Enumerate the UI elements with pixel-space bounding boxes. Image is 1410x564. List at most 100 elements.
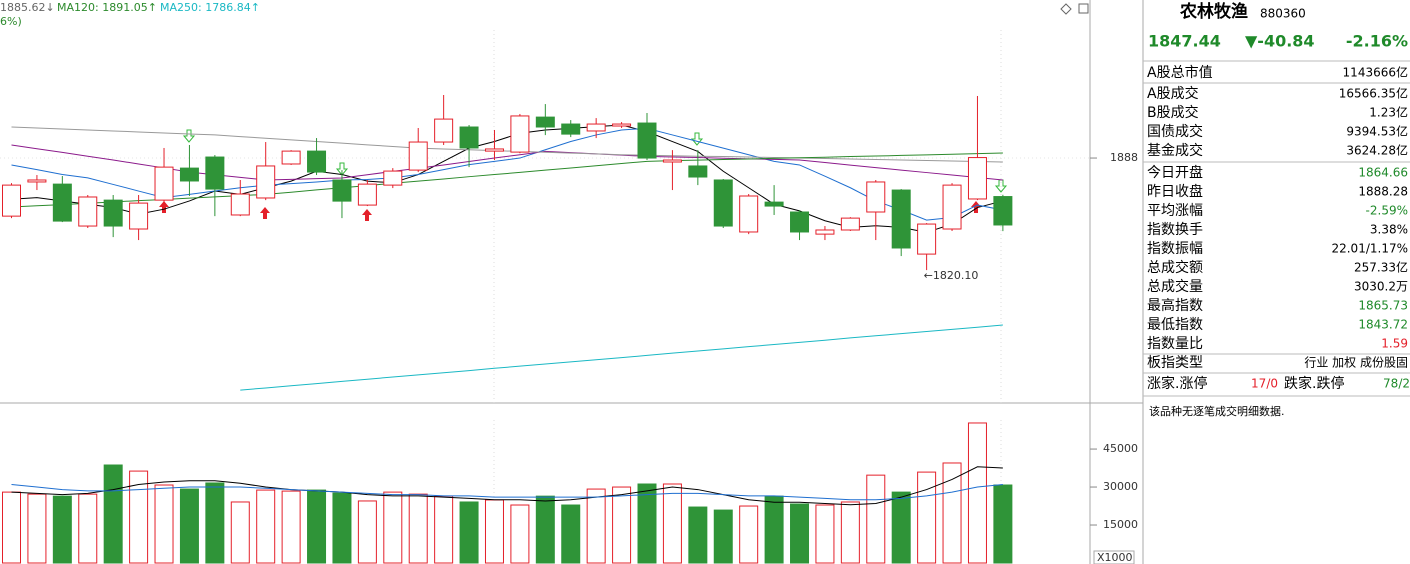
volume-bar	[230, 501, 250, 564]
volume-bar	[484, 499, 504, 564]
row-label: A股成交	[1147, 85, 1199, 102]
breadth-label: 涨家.涨停	[1147, 375, 1207, 392]
square-button[interactable]	[1078, 3, 1089, 14]
candle-body	[408, 141, 428, 171]
candle-body	[510, 115, 530, 153]
candle-body	[281, 150, 301, 165]
volume-bar	[205, 482, 225, 564]
low-annotation: ←1820.10	[924, 269, 979, 282]
volume-bar	[332, 492, 352, 564]
candle-body	[891, 189, 911, 249]
row-label: 指数换手	[1147, 221, 1203, 238]
candle-body	[357, 183, 377, 206]
row-label: 总成交额	[1147, 259, 1203, 276]
row-value: 1143666亿	[1343, 65, 1408, 80]
row-value: 3030.2万	[1354, 280, 1408, 294]
row-value: 1.23亿	[1369, 105, 1408, 120]
row-value: 257.33亿	[1354, 260, 1408, 275]
candle-body	[713, 179, 733, 227]
candle-body	[688, 165, 708, 178]
candle-body	[383, 170, 403, 186]
breadth-label: 跌家.跌停	[1284, 375, 1344, 392]
candle-body	[967, 157, 987, 200]
candle-body	[612, 123, 632, 127]
unit-label: X1000	[1097, 551, 1133, 564]
candle-body	[332, 179, 352, 202]
volume-bar	[764, 495, 784, 564]
row-label: 最低指数	[1147, 317, 1203, 333]
ma-line	[11, 144, 1003, 181]
row-label: A股总市值	[1147, 64, 1213, 81]
row-label: B股成交	[1147, 104, 1199, 121]
diamond-button[interactable]	[1060, 3, 1072, 15]
candle-body	[561, 123, 581, 135]
candle-body	[179, 167, 199, 182]
candle-body	[2, 184, 21, 217]
volume-bar	[662, 483, 682, 564]
volume-bar	[281, 490, 301, 564]
row-label: 指数振幅	[1147, 241, 1203, 257]
candle-body	[739, 195, 759, 233]
row-value: 1864.66	[1358, 166, 1408, 180]
candle-body	[815, 229, 835, 235]
volume-bar	[891, 491, 911, 564]
candle-body	[764, 201, 784, 207]
volume-bar	[535, 495, 555, 564]
change: ▼-40.84	[1245, 32, 1315, 51]
ma-line	[11, 127, 1003, 221]
candle-body	[78, 196, 98, 227]
row-label: 板指类型	[1147, 355, 1203, 371]
row-value: 9394.53亿	[1346, 124, 1408, 139]
volume-bar	[2, 491, 21, 564]
candle-body	[942, 184, 962, 230]
volume-bar	[815, 504, 835, 564]
ma-line	[240, 324, 1003, 391]
candle-body	[27, 179, 47, 183]
index-name: 农林牧渔	[1179, 1, 1248, 22]
ma-line	[11, 484, 1003, 501]
candle-body	[866, 181, 886, 213]
volume-bar	[154, 484, 174, 564]
volume-bar	[179, 488, 199, 564]
unit-box	[1093, 550, 1135, 564]
ma-line	[11, 126, 1003, 163]
candle-body	[103, 199, 123, 227]
ma-label: 1885.62↓	[0, 1, 55, 14]
row-label: 国债成交	[1147, 123, 1203, 140]
row-value: 行业 加权 成份股固	[1304, 356, 1408, 370]
candle-body	[662, 159, 682, 163]
note: 该品种无逐笔成交明细数据.	[1149, 404, 1285, 418]
row-label: 今日开盘	[1147, 164, 1203, 181]
row-label: 平均涨幅	[1147, 203, 1203, 219]
candle-body	[434, 118, 454, 143]
row-value: 3.38%	[1370, 223, 1408, 237]
volume-bar	[383, 491, 403, 564]
row-label: 基金成交	[1147, 142, 1203, 159]
volume-bar	[27, 493, 47, 564]
signal-arrows	[159, 201, 981, 221]
volume-bar	[408, 493, 428, 564]
candle-body	[307, 150, 327, 173]
ma-label: MA250: 1786.84↑	[160, 1, 260, 14]
volume-bar	[637, 483, 657, 564]
volume-bar	[840, 501, 860, 564]
volume-bar	[78, 493, 98, 564]
price: 1847.44	[1148, 32, 1221, 51]
volume-bar	[688, 506, 708, 564]
ma-line	[11, 124, 1004, 233]
candle-body	[993, 196, 1013, 226]
candle-body	[205, 156, 225, 190]
y-tick-label: 1888	[1110, 151, 1138, 164]
volume-bar	[103, 464, 123, 564]
row-value: 22.01/1.17%	[1331, 242, 1408, 256]
row-value: 1865.73	[1358, 299, 1408, 313]
row-label: 总成交量	[1147, 278, 1203, 295]
row-value: 1888.28	[1358, 185, 1408, 199]
ma-label: MA120: 1891.05↑	[57, 1, 157, 14]
volume-bar	[434, 495, 454, 564]
volume-bar	[612, 486, 632, 564]
row-value: 1.59	[1381, 337, 1408, 351]
breadth-value: 78/2	[1383, 377, 1410, 391]
volume-bar	[739, 505, 759, 564]
